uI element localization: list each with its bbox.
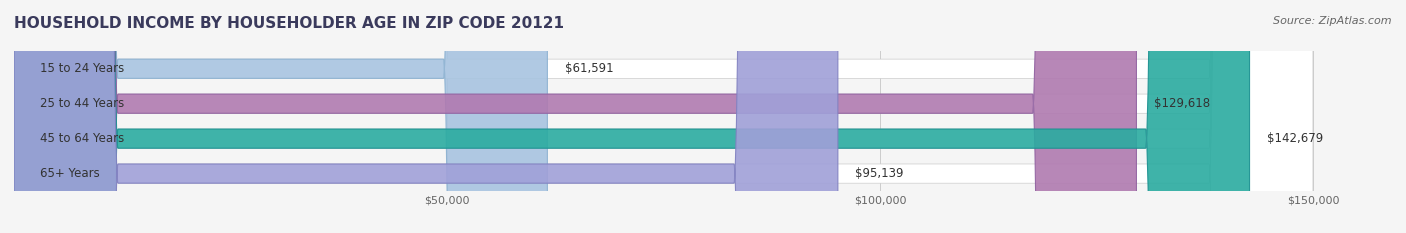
FancyBboxPatch shape [14, 0, 838, 233]
Text: $142,679: $142,679 [1267, 132, 1323, 145]
Text: 45 to 64 Years: 45 to 64 Years [39, 132, 124, 145]
Text: $95,139: $95,139 [855, 167, 904, 180]
Text: HOUSEHOLD INCOME BY HOUSEHOLDER AGE IN ZIP CODE 20121: HOUSEHOLD INCOME BY HOUSEHOLDER AGE IN Z… [14, 16, 564, 31]
FancyBboxPatch shape [14, 0, 1313, 233]
FancyBboxPatch shape [14, 0, 1313, 233]
Text: $61,591: $61,591 [565, 62, 613, 75]
Text: 15 to 24 Years: 15 to 24 Years [39, 62, 124, 75]
FancyBboxPatch shape [14, 0, 1250, 233]
FancyBboxPatch shape [14, 0, 1313, 233]
Text: Source: ZipAtlas.com: Source: ZipAtlas.com [1274, 16, 1392, 26]
Text: $129,618: $129,618 [1154, 97, 1211, 110]
FancyBboxPatch shape [14, 0, 547, 233]
Text: 25 to 44 Years: 25 to 44 Years [39, 97, 124, 110]
Text: 65+ Years: 65+ Years [39, 167, 100, 180]
FancyBboxPatch shape [14, 0, 1313, 233]
FancyBboxPatch shape [14, 0, 1136, 233]
